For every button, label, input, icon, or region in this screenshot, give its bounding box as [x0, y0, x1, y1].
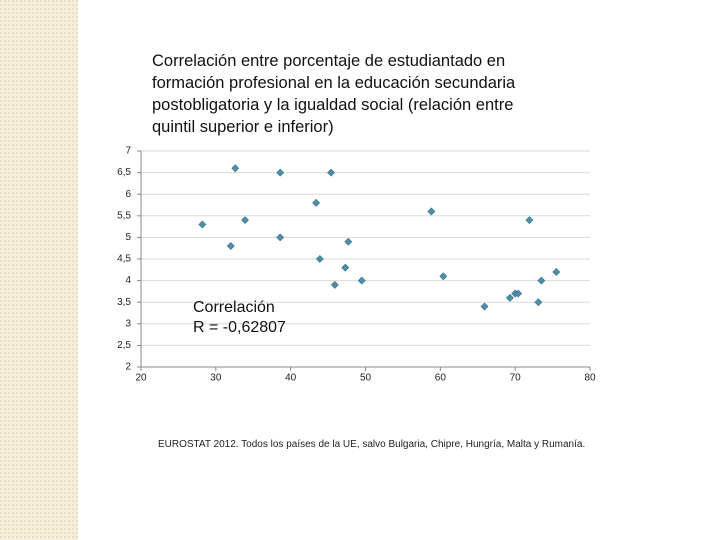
annotation-line: R = -0,62807 — [193, 319, 286, 336]
point — [276, 168, 285, 177]
point — [330, 280, 339, 289]
point — [341, 263, 350, 272]
point — [552, 268, 561, 276]
point — [357, 276, 366, 285]
x-tick-label: 50 — [360, 373, 372, 384]
y-tick-label: 7 — [125, 146, 131, 157]
point — [327, 168, 336, 177]
source-note: EUROSTAT 2012. Todos los países de la UE… — [158, 439, 586, 450]
chart-title: Correlación entre porcentaje de estudian… — [152, 52, 516, 136]
y-tick-label: 2 — [125, 362, 131, 373]
x-tick-label: 70 — [510, 373, 522, 384]
x-tick-label: 80 — [584, 373, 596, 384]
y-tick-label: 4 — [125, 275, 131, 286]
y-tick-label: 6,5 — [117, 167, 131, 178]
x-tick-label: 40 — [285, 373, 297, 384]
point — [276, 233, 285, 242]
point — [312, 198, 321, 207]
side-strip — [0, 0, 78, 540]
point — [525, 216, 534, 225]
point — [506, 293, 514, 302]
annotation-line: Correlación — [193, 299, 275, 316]
point — [226, 242, 235, 250]
annotation: Correlación R = -0,62807 — [193, 298, 286, 338]
point — [514, 289, 523, 298]
y-tick-label: 5 — [125, 232, 131, 243]
x-tick-label: 30 — [210, 373, 222, 384]
point — [480, 302, 489, 311]
point — [241, 216, 249, 225]
y-tick-label: 5,5 — [117, 210, 131, 221]
y-tick-label: 3 — [125, 318, 131, 329]
point — [427, 207, 436, 216]
point — [198, 220, 207, 229]
x-tick-label: 60 — [435, 373, 447, 384]
point — [315, 255, 324, 263]
point — [439, 272, 448, 281]
y-tick-label: 6 — [125, 189, 131, 200]
point — [534, 298, 543, 307]
y-tick-label: 4,5 — [117, 254, 131, 265]
point — [344, 237, 353, 246]
point — [231, 164, 240, 173]
point — [537, 276, 546, 285]
y-tick-label: 3,5 — [117, 297, 131, 308]
y-tick-label: 2,5 — [117, 340, 131, 351]
x-tick-label: 20 — [135, 373, 147, 384]
